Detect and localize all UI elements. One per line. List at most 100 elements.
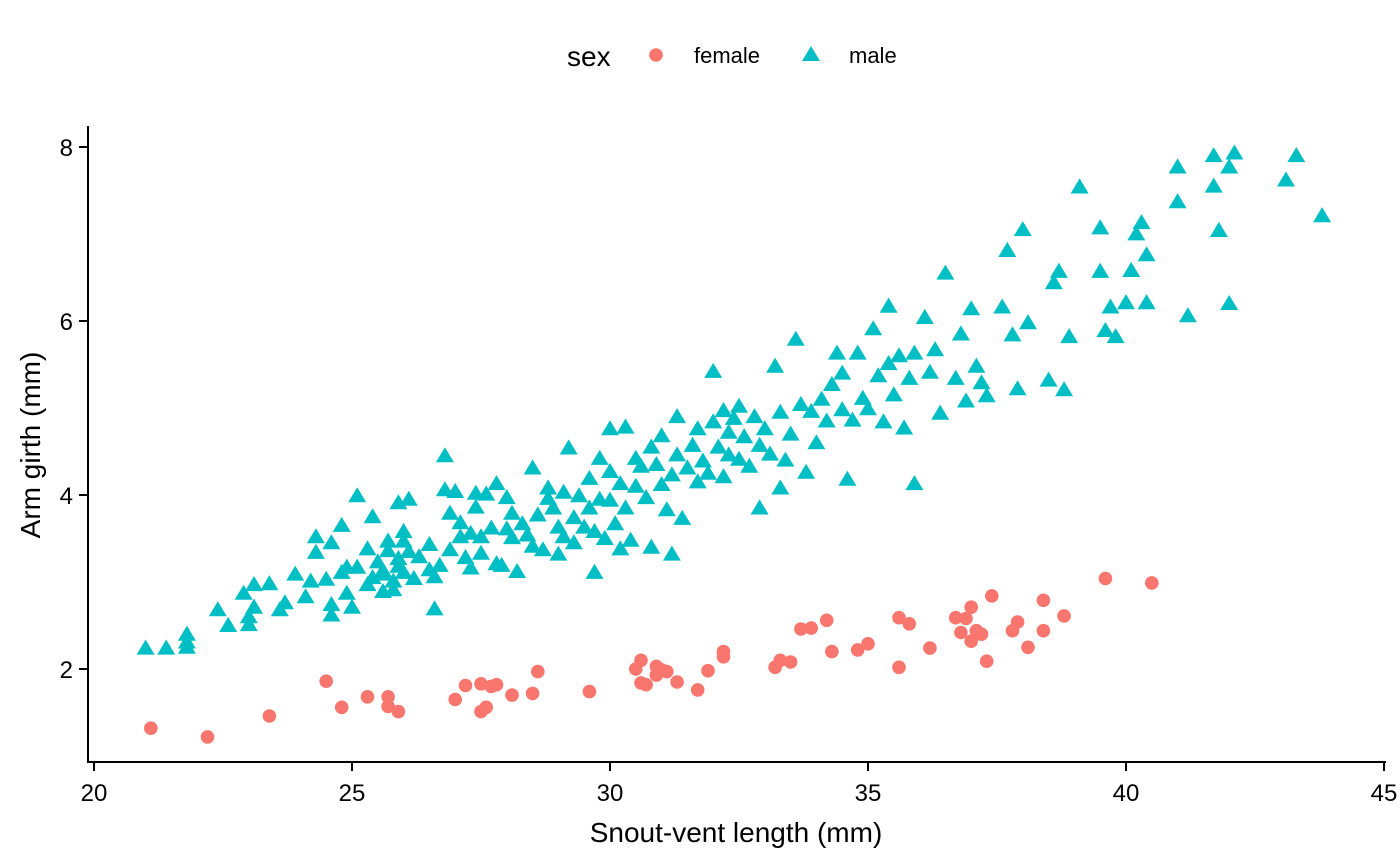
male-point [1070,178,1089,194]
male-point [920,363,939,379]
male-point [977,387,996,403]
male-point [239,608,258,624]
male-point [260,575,279,591]
male-point [807,434,826,450]
male-point [1137,246,1156,262]
male-point [497,489,516,505]
male-point [786,330,805,346]
male-point [425,568,444,584]
male-point [1209,221,1228,237]
male-point [688,473,707,489]
male-point [1313,207,1332,223]
male-point [750,499,769,515]
male-point [1049,262,1068,278]
male-point [435,447,454,463]
male-point [843,411,862,427]
female-point [474,677,488,691]
male-point [791,395,810,411]
y-axis-ticks: 2 4 6 8 [60,135,88,684]
male-point [374,565,392,581]
male-point [245,576,263,592]
y-axis-title: Arm girth (mm) [15,352,46,539]
male-point [1091,219,1110,235]
male-point [719,446,738,462]
male-point [611,475,630,491]
male-point [750,436,769,452]
female-point [489,677,504,692]
female-point [974,627,989,641]
male-point [859,400,877,416]
male-point [673,509,692,525]
female-point [804,621,818,635]
male-point [905,475,924,491]
male-point [621,531,640,547]
male-point [399,542,418,558]
male-point [890,347,908,363]
y-tick-label: 6 [60,309,73,336]
male-point [1008,380,1027,396]
x-tick-label: 45 [1371,780,1398,807]
male-point [833,401,852,417]
x-tick-label: 35 [855,780,882,807]
male-point [1168,158,1187,174]
x-axis-ticks: 20 25 30 35 40 45 [81,762,1398,807]
male-point [1178,307,1197,323]
female-point [850,643,865,657]
male-point [688,420,707,436]
male-point [657,501,676,517]
male-point [430,556,449,572]
male-point [957,392,975,408]
male-point [838,470,857,486]
male-point [714,402,733,418]
female-point [381,699,395,714]
male-point [1277,171,1295,187]
male-point [828,344,846,360]
male-point [998,241,1017,257]
male-point [833,364,852,380]
male-point [575,518,594,534]
male-point [466,498,485,514]
female-point [531,664,545,679]
male-point [554,483,573,499]
male-point [441,541,459,557]
male-point [637,489,656,505]
female-point [479,700,494,715]
female-point [334,700,349,715]
male-point [1287,147,1306,163]
male-point [1019,314,1037,330]
female-point [773,653,788,668]
male-point [1132,214,1151,230]
male-point [719,423,738,439]
male-point [900,369,919,385]
male-point [322,534,341,550]
male-point [1117,294,1135,310]
female-point [262,709,277,723]
male-point [662,466,681,482]
male-point [136,639,155,655]
female-point [1145,576,1159,590]
male-point [492,556,511,572]
female-point [319,674,334,688]
male-point [730,397,748,413]
male-point [549,545,568,561]
male-point [1096,322,1115,337]
male-point [410,548,429,564]
male-point [931,404,950,420]
male-point [683,436,702,452]
female-point [690,683,705,697]
male-point [503,504,521,520]
male-point [482,519,501,535]
male-point [962,300,981,316]
male-point [219,616,238,632]
male-point [343,598,361,614]
male-point [585,563,604,579]
female-point [892,660,906,675]
male-point [461,524,480,540]
male-point [704,413,723,429]
x-tick-label: 20 [81,780,108,807]
male-point [177,633,196,649]
male-point [425,600,444,616]
male-point [879,297,898,313]
male-point [936,264,955,280]
